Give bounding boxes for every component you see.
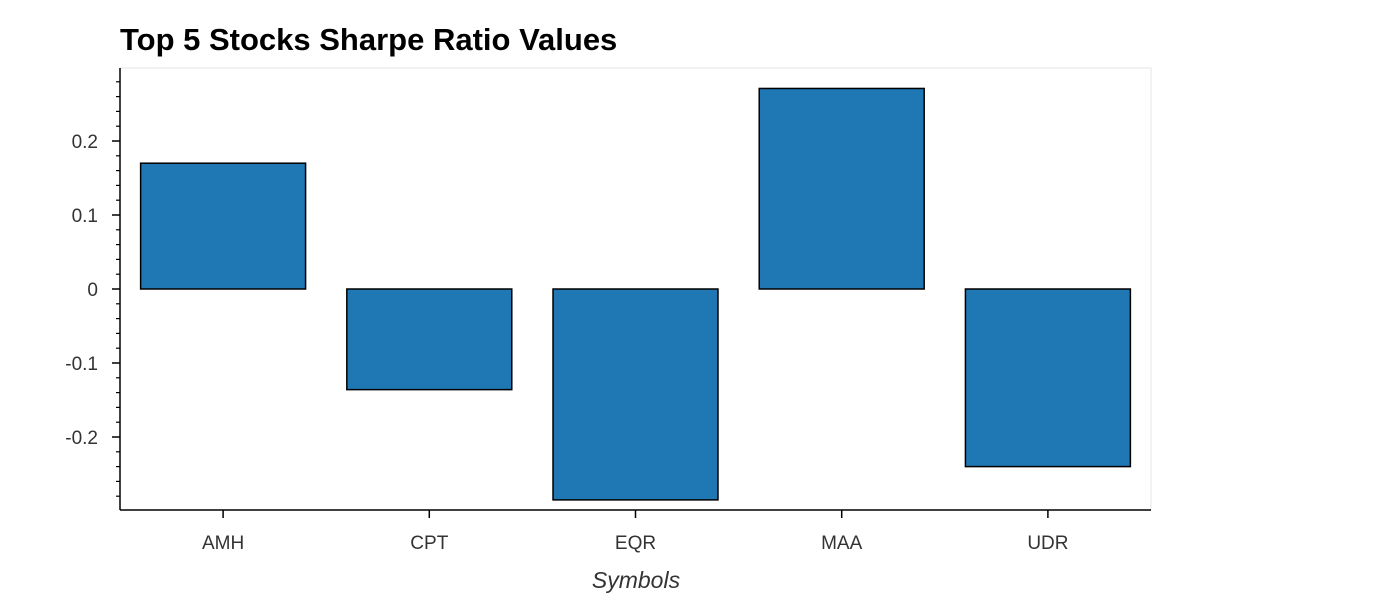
bar-amh [139,162,307,290]
x-tick-label-udr: UDR [1027,533,1068,554]
x-tick-label-eqr: EQR [615,533,656,554]
bar-udr [964,288,1132,468]
bar-eqr [552,288,719,501]
y-axis: -0.2 -0.1 0 0.1 0.2 [65,68,121,510]
bar-cpt [346,288,513,391]
x-axis: AMH CPT EQR MAA UDR [120,509,1151,554]
bars-layer [139,87,1132,501]
y-tick-label: 0.2 [72,132,98,153]
x-tick-label-maa: MAA [821,533,863,554]
x-tick-label-amh: AMH [202,533,244,554]
bar-maa [758,87,925,290]
chart-title: Top 5 Stocks Sharpe Ratio Values [120,22,617,57]
x-axis-label: Symbols [592,567,681,593]
y-tick-label: 0 [87,280,98,301]
y-tick-label: -0.2 [65,428,98,449]
y-tick-label: -0.1 [65,354,98,375]
y-tick-label: 0.1 [72,206,98,227]
x-tick-label-cpt: CPT [410,533,448,554]
